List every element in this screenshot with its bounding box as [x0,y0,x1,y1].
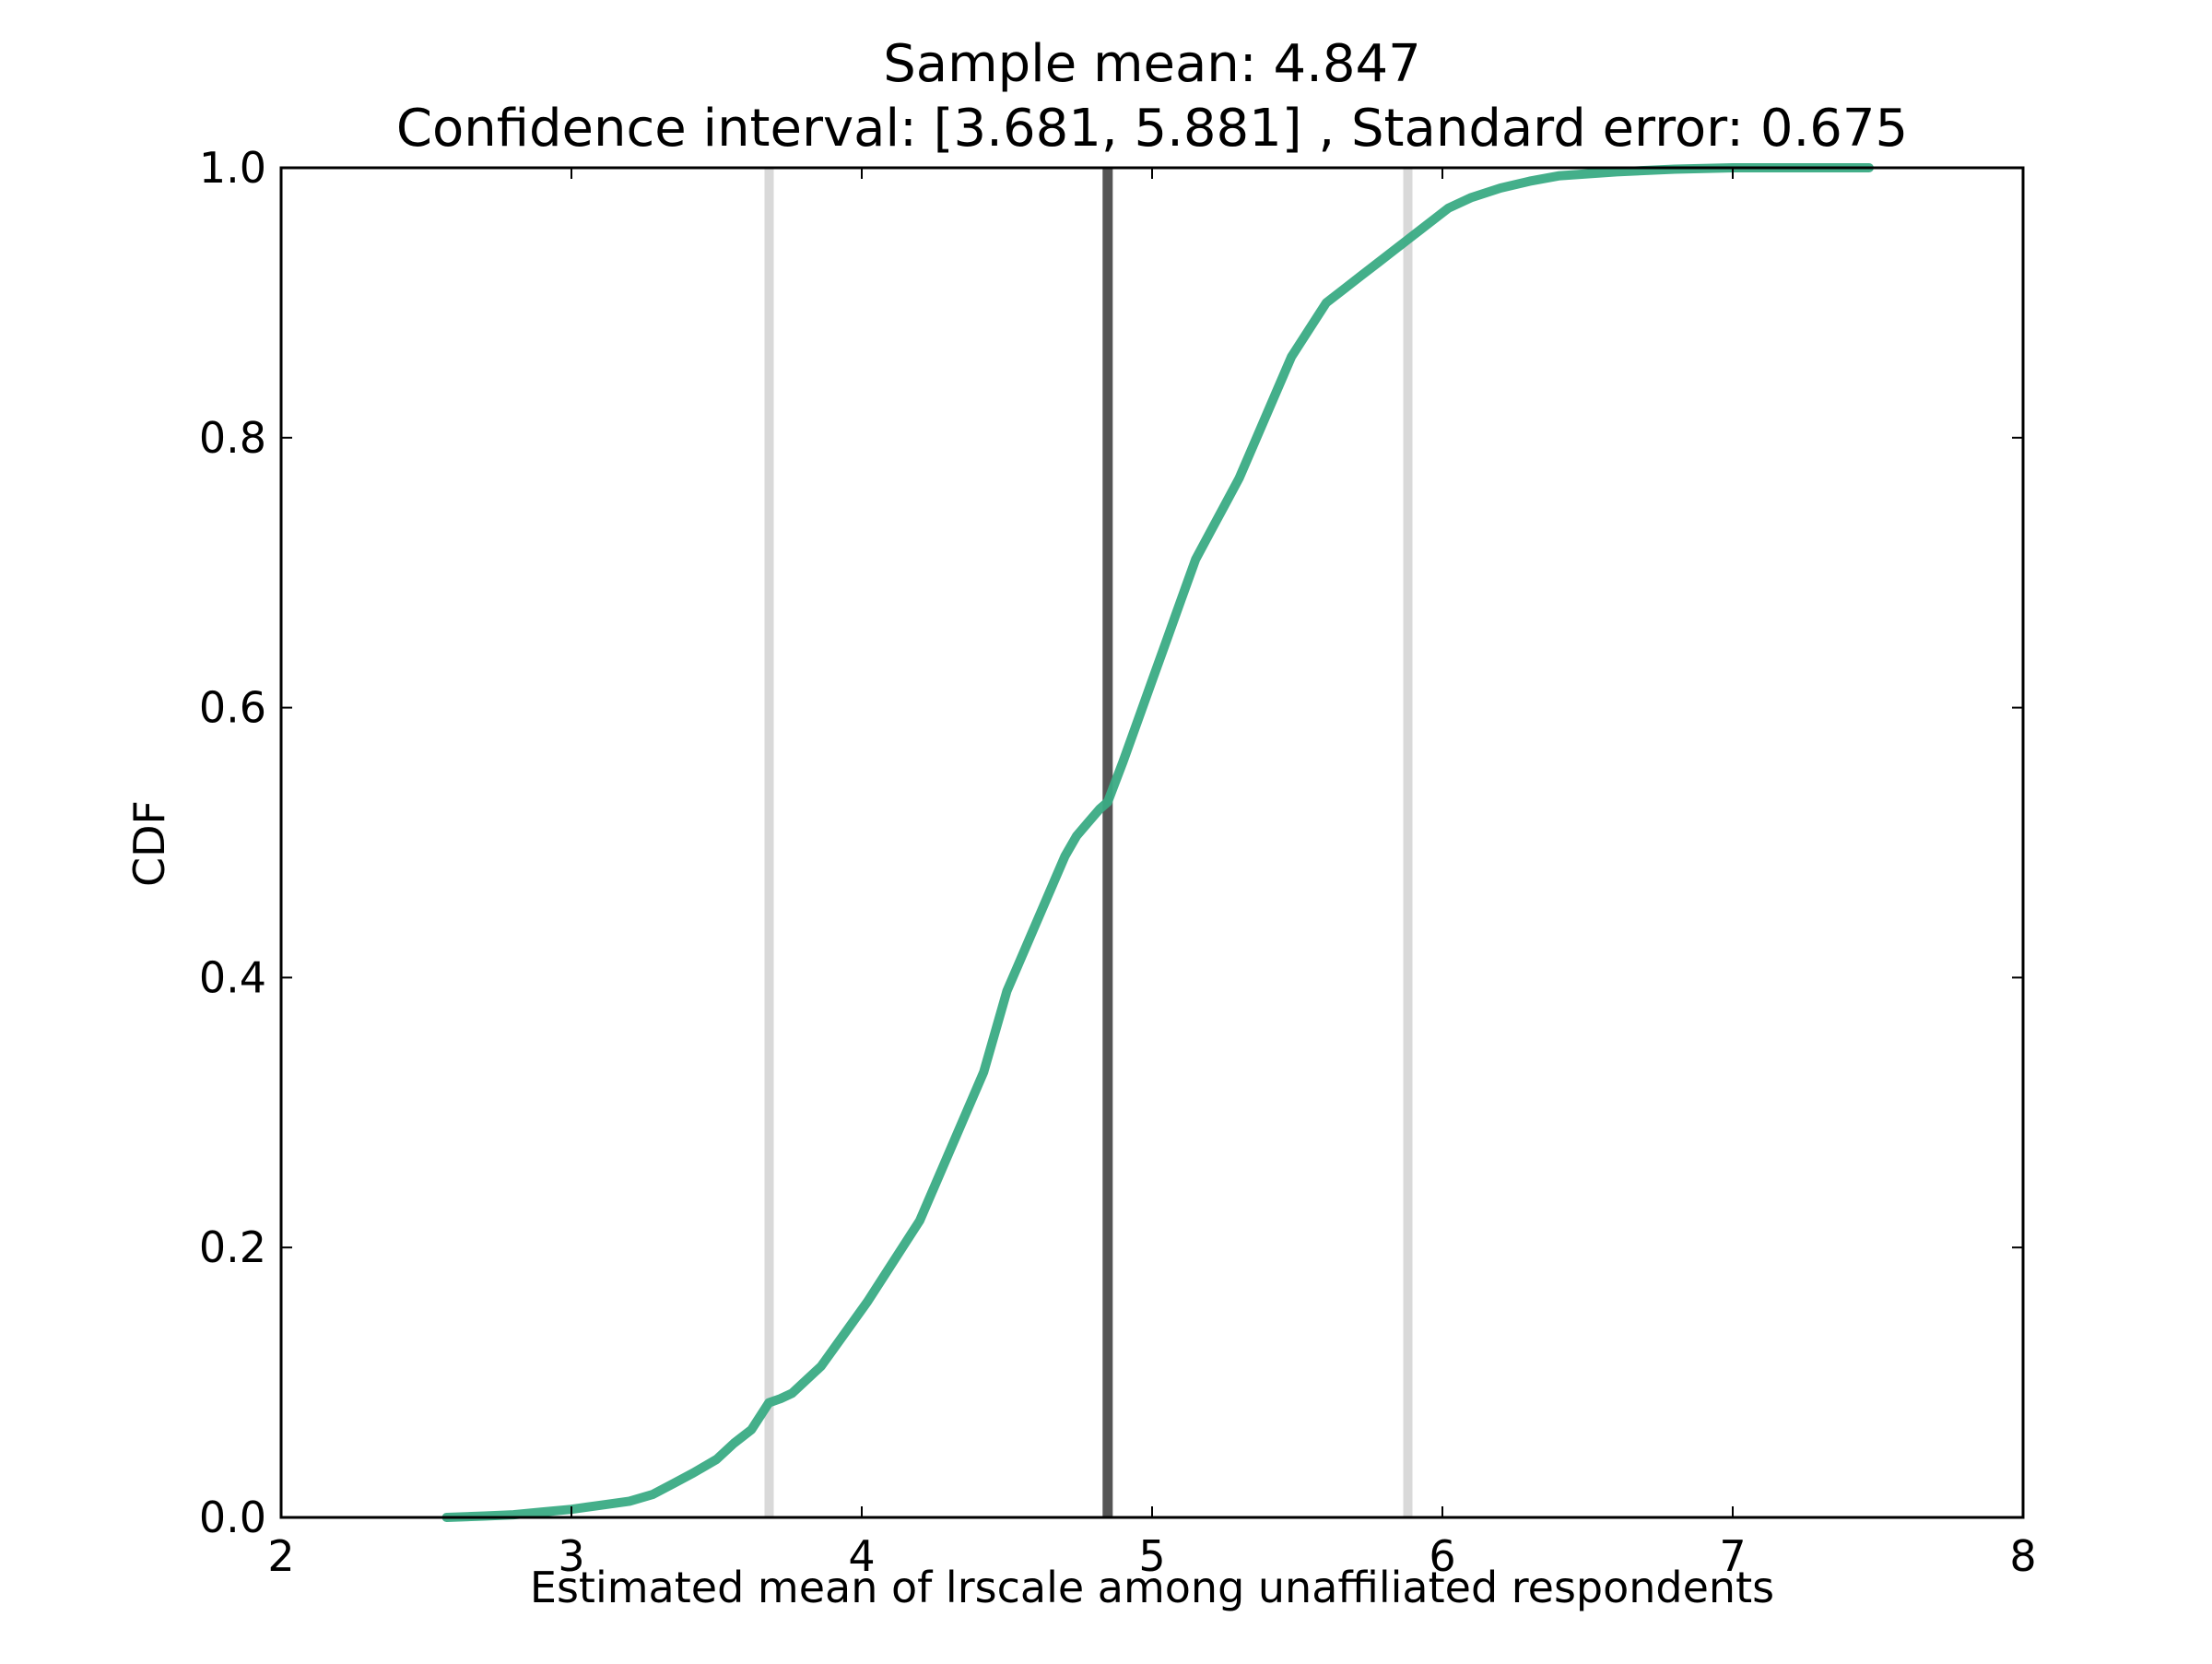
y-tick-label: 0.0 [199,1493,266,1542]
x-tick-label: 6 [1429,1531,1455,1581]
y-tick-label: 1.0 [199,143,266,193]
x-axis-label: Estimated mean of lrscale among unaffili… [530,1563,1774,1612]
y-axis-label: CDF [124,800,174,887]
x-tick-label: 5 [1138,1531,1165,1581]
x-tick-label: 8 [2009,1531,2036,1581]
x-tick-label: 3 [558,1531,584,1581]
y-tick-label: 0.6 [199,683,266,733]
y-axis: 0.0 0.2 0.4 0.6 0.8 1.0 [199,143,2023,1542]
y-tick-label: 0.2 [199,1222,266,1272]
x-tick-label: 7 [1719,1531,1746,1581]
x-axis: 2 3 4 5 6 7 8 [267,168,2037,1581]
y-tick-label: 0.4 [199,952,266,1002]
chart-title: Sample mean: 4.847 [883,34,1421,94]
x-tick-label: 2 [267,1531,294,1581]
x-tick-label: 4 [848,1531,875,1581]
cdf-series-line [441,163,1874,1522]
y-tick-label: 0.8 [199,413,266,463]
chart-subtitle: Confidence interval: [3.681, 5.881] , St… [396,99,1908,159]
reference-lines [764,168,1413,1517]
